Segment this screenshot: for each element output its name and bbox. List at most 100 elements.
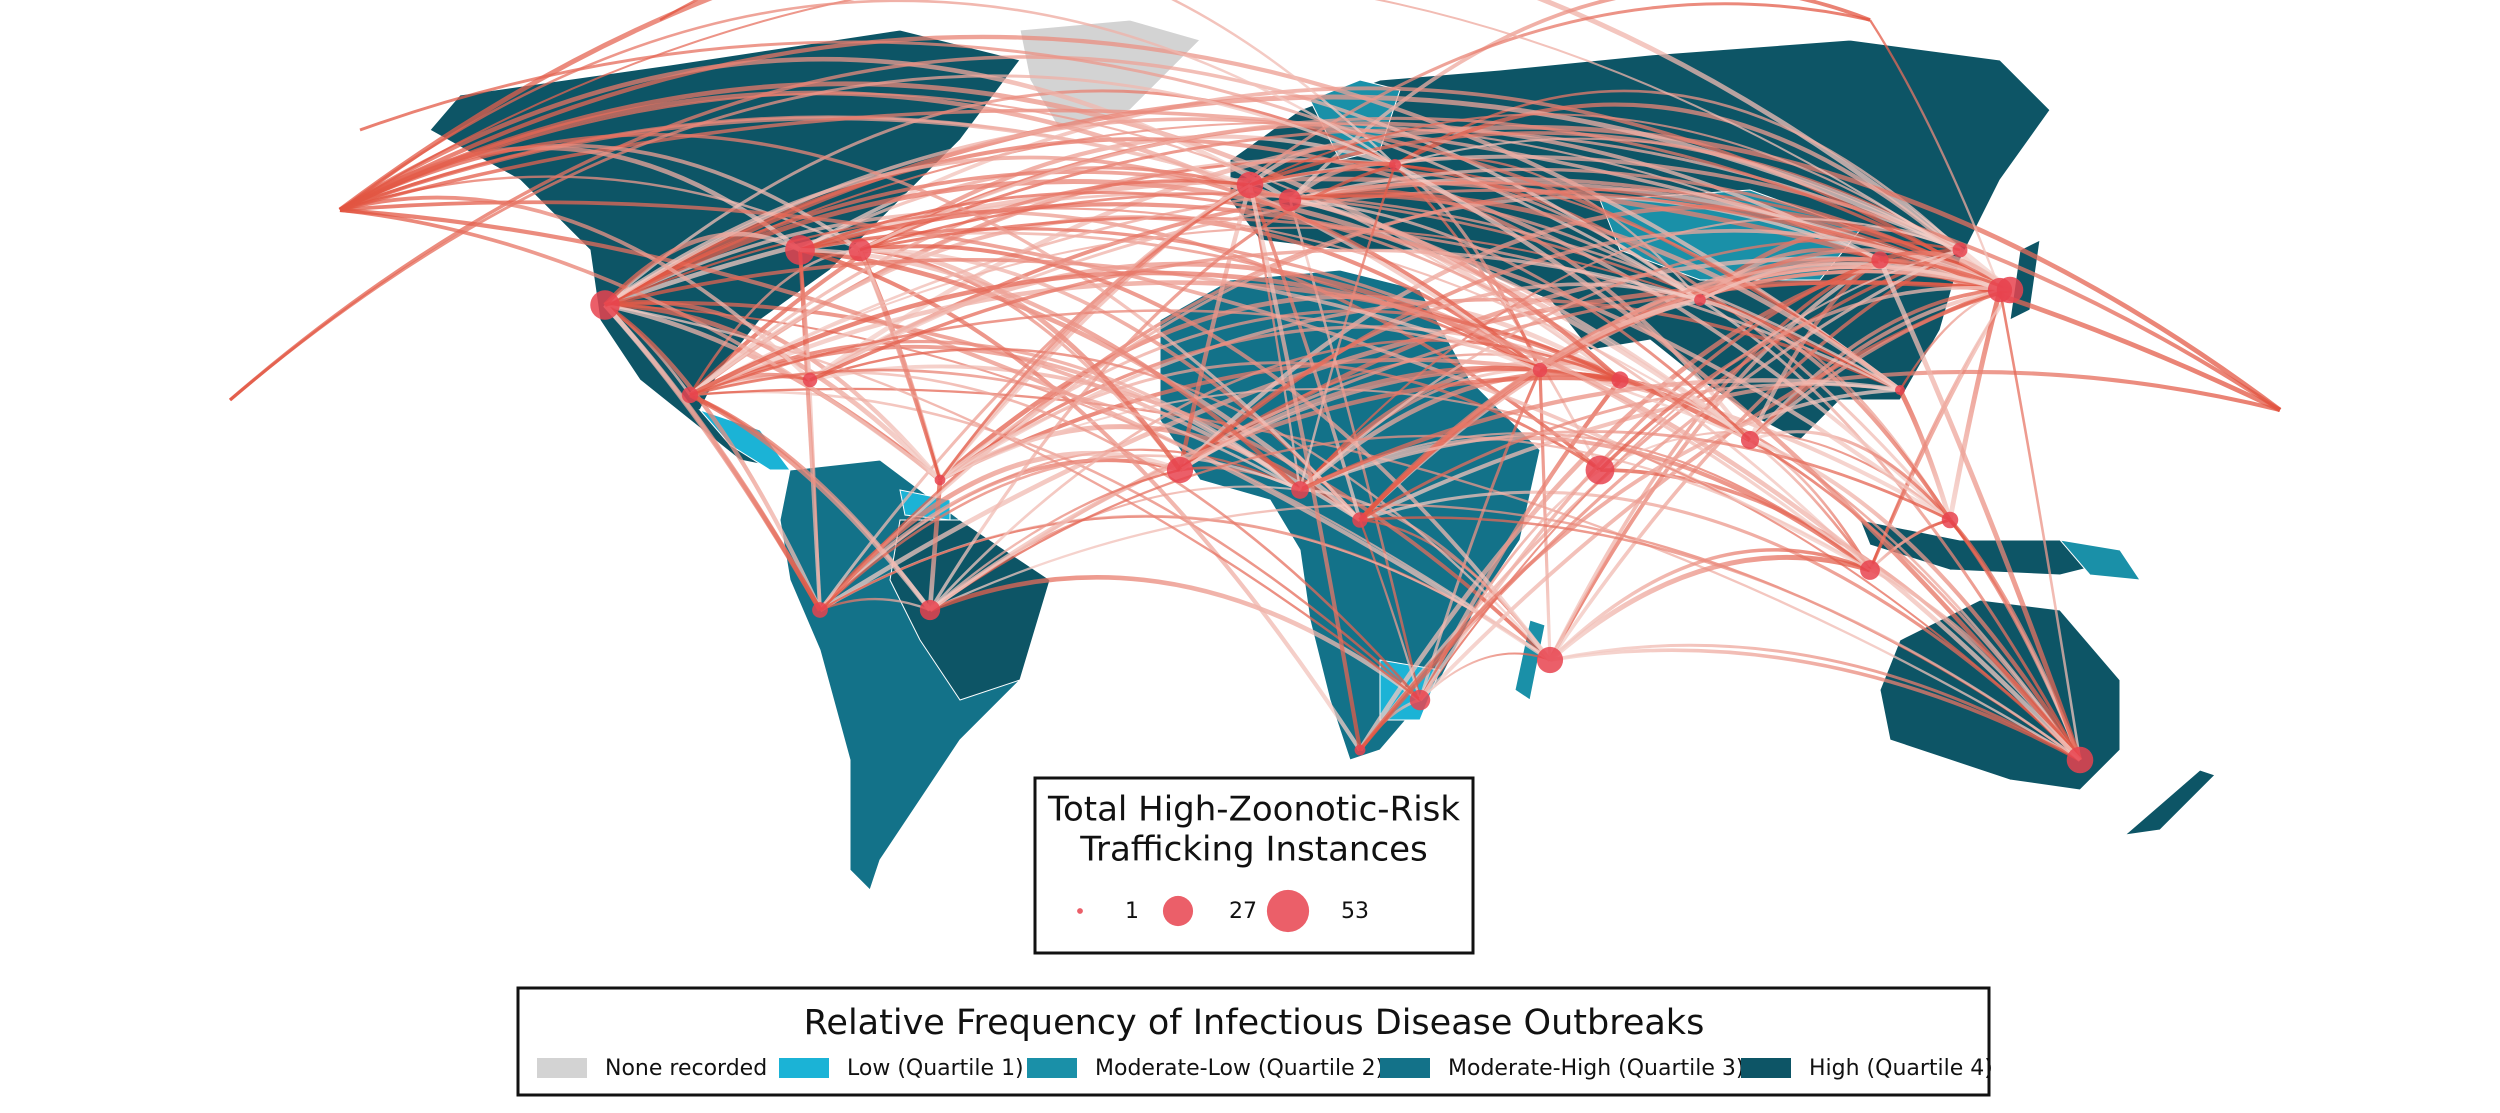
- country-point: [802, 372, 818, 388]
- trade-arc: [1358, 297, 1701, 522]
- color-legend-label: Low (Quartile 1): [847, 1056, 1024, 1081]
- color-legend-swatch: [537, 1058, 587, 1078]
- size-legend-label: 53: [1341, 899, 1369, 924]
- trade-arc: [859, 116, 2011, 292]
- trade-arc: [1699, 298, 1952, 522]
- country-point: [919, 599, 941, 621]
- trade-arc: [339, 208, 942, 482]
- trade-arc: [1358, 248, 1961, 751]
- country-points: [590, 159, 2094, 774]
- country-point: [848, 238, 872, 262]
- trade-arc: [1549, 643, 2081, 762]
- trade-arc: [929, 468, 1181, 611]
- trade-arc: [1749, 438, 2082, 761]
- trade-arc: [929, 575, 1422, 702]
- trade-arc: [1698, 248, 2011, 302]
- country-point: [1389, 159, 1401, 171]
- size-legend-label: 1: [1125, 899, 1139, 924]
- size-legend-title: Trafficking Instances: [1079, 830, 1428, 870]
- trade-arc: [1249, 131, 1961, 252]
- trade-arc: [688, 134, 1396, 397]
- size-legend-label: 27: [1229, 899, 1257, 924]
- trade-arc: [1879, 250, 2012, 292]
- color-legend-label: High (Quartile 4): [1809, 1056, 1993, 1081]
- color-legend-label: Moderate-High (Quartile 3): [1448, 1056, 1744, 1081]
- country-point: [590, 290, 620, 320]
- trade-arcs: [228, 0, 2282, 762]
- trade-arc: [1358, 248, 1961, 752]
- trade-arc: [339, 133, 1362, 522]
- country-point: [1236, 171, 1264, 199]
- color-legend-swatch: [779, 1058, 829, 1078]
- color-legend-items: None recorded Low (Quartile 1) Moderate-Lo…: [537, 1056, 1993, 1081]
- color-legend-title: Relative Frequency of Infectious Disease…: [804, 1003, 1705, 1043]
- trade-arc: [604, 170, 1752, 442]
- country-point: [1536, 646, 1564, 674]
- trade-arc: [1249, 154, 2282, 412]
- country-point: [1278, 188, 1302, 212]
- country-point: [1352, 512, 1368, 528]
- country-point: [1860, 560, 1880, 580]
- trade-arc: [339, 195, 812, 382]
- country-point: [1585, 455, 1615, 485]
- trade-arc: [1393, 162, 2082, 762]
- madagascar: [1514, 619, 1546, 701]
- trade-arc: [819, 454, 1301, 611]
- trade-arc: [1358, 388, 1901, 752]
- trade-arc: [1548, 554, 1871, 662]
- trade-arc: [689, 181, 2011, 397]
- trade-arc: [1288, 161, 1396, 202]
- trade-arc: [338, 0, 2012, 292]
- color-legend-label: Moderate-Low (Quartile 2): [1095, 1056, 1384, 1081]
- trade-arc: [1699, 257, 2011, 302]
- trade-arc: [799, 191, 1871, 572]
- trade-arc: [339, 0, 2011, 291]
- trade-arc: [659, 0, 1396, 166]
- south-america-east: [889, 519, 1051, 701]
- trade-arc: [604, 302, 942, 482]
- trade-arc: [809, 364, 1552, 662]
- trade-arc: [1299, 430, 1951, 522]
- country-point: [1894, 384, 1906, 396]
- trade-arc: [603, 231, 802, 307]
- size-legend-title: Total High-Zoonotic-Risk: [1047, 790, 1460, 830]
- trade-arc: [1289, 198, 1752, 442]
- trade-arc: [1869, 518, 1951, 571]
- trade-arc: [939, 361, 1601, 482]
- land: [429, 19, 2216, 891]
- trade-arc: [604, 303, 1421, 701]
- country-point: [1952, 242, 1968, 258]
- trade-arc: [1289, 192, 1902, 392]
- trade-arc: [604, 89, 1396, 307]
- trade-arc: [1548, 548, 1871, 662]
- country-point: [1996, 276, 2024, 304]
- color-legend-label: None recorded: [605, 1056, 767, 1081]
- country-point: [1740, 430, 1760, 450]
- size-legend-circle: [1266, 889, 1310, 933]
- trade-arc: [1359, 516, 2081, 762]
- trade-arc: [1298, 164, 1397, 491]
- country-point: [934, 474, 946, 486]
- trade-arc: [1598, 285, 2011, 472]
- trade-arc: [604, 258, 1541, 372]
- trade-arc: [229, 74, 1396, 402]
- country-point: [1166, 456, 1194, 484]
- trade-arc: [339, 92, 1621, 381]
- size-legend-circle: [1162, 895, 1194, 927]
- trade-arc: [603, 303, 823, 612]
- trade-arc: [339, 207, 1552, 662]
- trade-arc: [1749, 430, 1952, 522]
- trade-arc: [1897, 388, 1953, 521]
- trade-arc: [603, 303, 822, 611]
- country-point: [1694, 294, 1706, 306]
- trade-arc: [1299, 378, 1901, 492]
- trade-arc: [819, 598, 931, 612]
- trade-arc: [1998, 289, 2082, 761]
- country-point: [785, 235, 815, 265]
- trade-arc: [1358, 519, 1422, 701]
- trade-arc: [859, 192, 1901, 392]
- trade-arc: [339, 34, 1902, 392]
- trade-arc: [603, 179, 1752, 442]
- color-legend-swatch: [1741, 1058, 1791, 1078]
